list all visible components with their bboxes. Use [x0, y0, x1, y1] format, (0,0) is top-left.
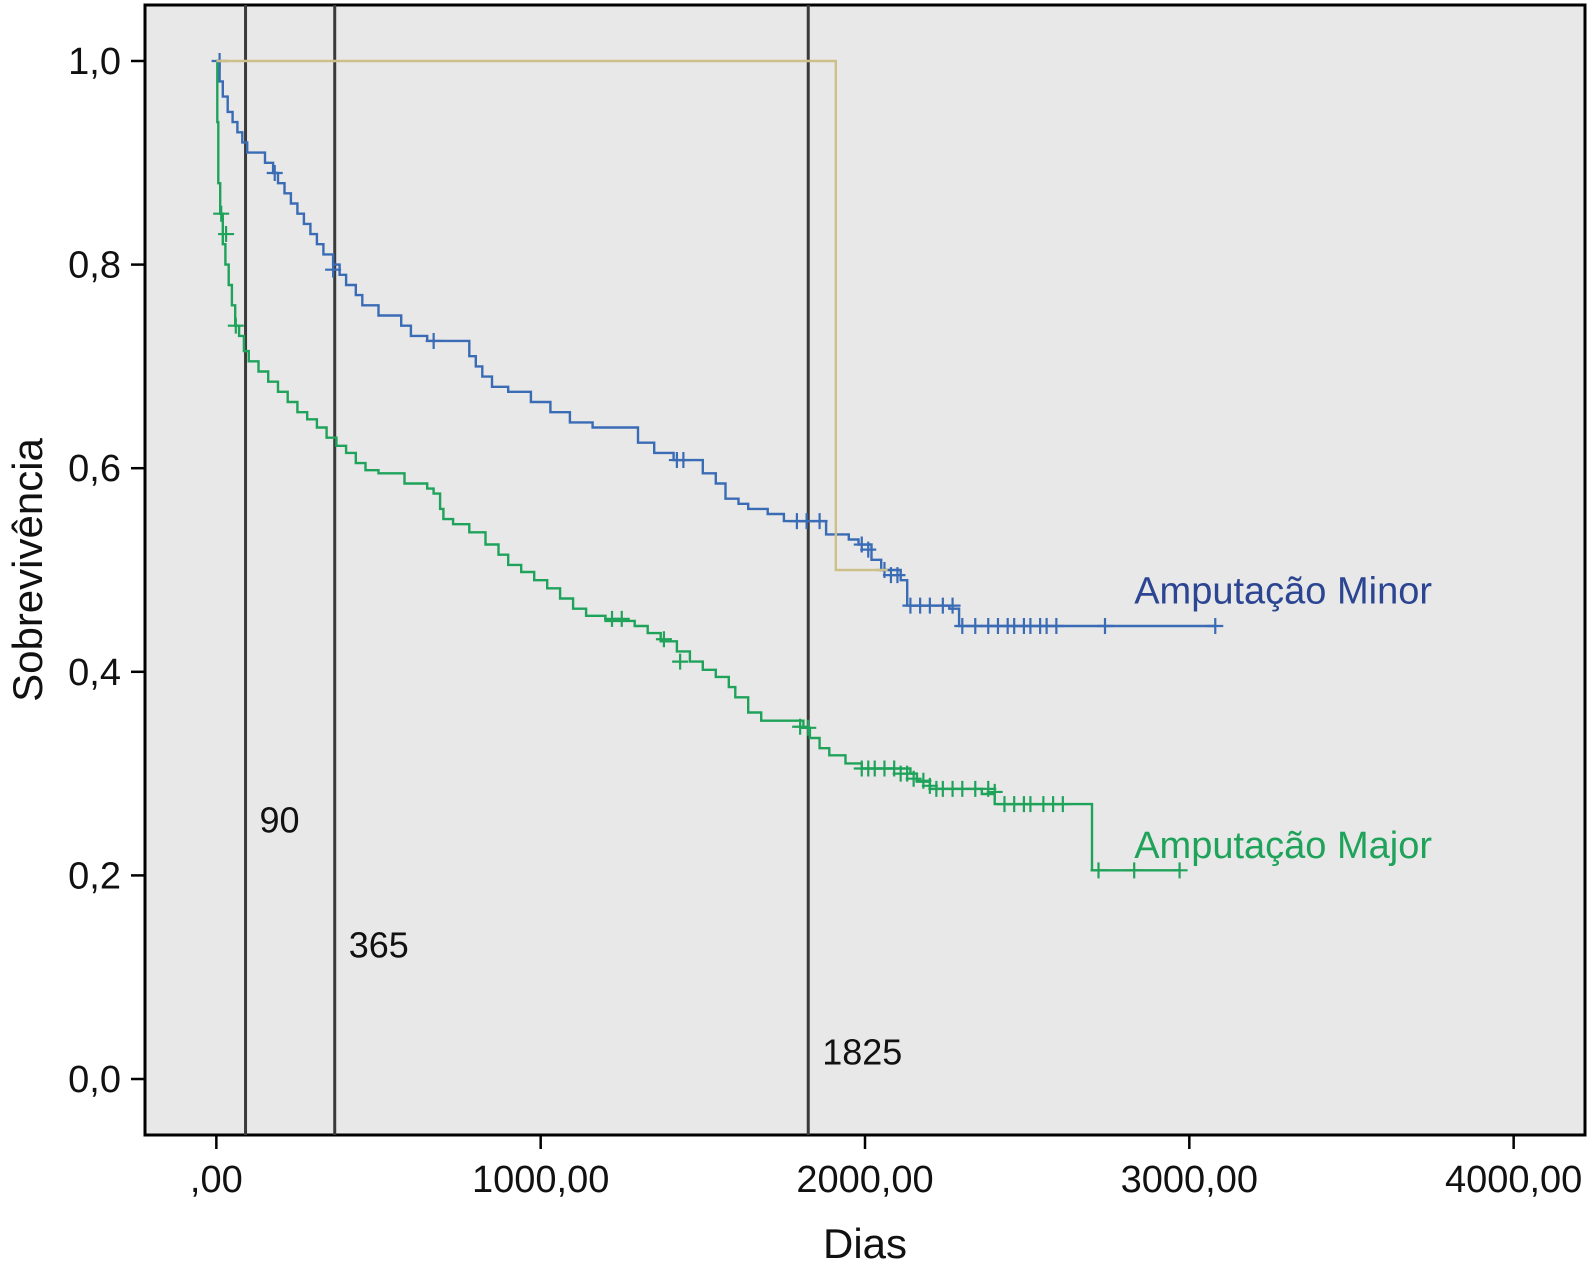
- axes-layer: 0,0 0,2 0,4 0,6 0,8 1,0 ,00 1000,00 2000,00 3000,…: [68, 41, 1582, 1201]
- y-tick-label: 0,8: [68, 245, 121, 287]
- y-tick-label: 0,4: [68, 652, 121, 694]
- censor-mark: [860, 541, 877, 558]
- reference-lines: 90 365 1825: [244, 5, 902, 1135]
- y-axis-title: Sobrevivência: [4, 437, 51, 701]
- series-label: Amputação Minor: [1134, 570, 1432, 612]
- series-label: Amputação Major: [1134, 825, 1432, 867]
- censor-mark: [672, 653, 689, 670]
- censor-mark: [811, 513, 828, 530]
- censor-mark: [800, 719, 817, 736]
- censor-mark: [1171, 862, 1188, 879]
- censor-mark: [889, 567, 906, 584]
- censor-mark: [213, 205, 230, 222]
- reference-line-label: 365: [349, 925, 409, 966]
- censor-mark: [325, 261, 342, 278]
- censor-mark: [1090, 862, 1107, 879]
- series-layer: Amputação Minor Amputação Major: [211, 52, 1432, 879]
- censor-mark: [986, 783, 1003, 800]
- censor-mark: [905, 770, 922, 787]
- censor-mark: [944, 597, 961, 614]
- y-tick-label: 0,6: [68, 448, 121, 490]
- x-tick-label: ,00: [190, 1159, 243, 1201]
- x-tick-label: 1000,00: [472, 1159, 609, 1201]
- x-tick-label: 2000,00: [796, 1159, 933, 1201]
- reference-line-label: 1825: [822, 1032, 902, 1073]
- series-line-1: [216, 59, 1180, 872]
- x-tick-label: 4000,00: [1445, 1159, 1582, 1201]
- x-tick-label: 3000,00: [1121, 1159, 1258, 1201]
- reference-line-label: 90: [260, 799, 300, 840]
- censor-mark: [227, 317, 244, 334]
- censor-mark: [1048, 617, 1065, 634]
- censor-mark: [218, 226, 235, 243]
- y-tick-label: 0,2: [68, 855, 121, 897]
- censor-mark: [1054, 796, 1071, 813]
- censor-mark: [921, 777, 938, 794]
- censor-mark: [1097, 617, 1113, 634]
- censor-mark: [980, 780, 997, 797]
- censor-mark: [613, 610, 630, 627]
- y-tick-label: 0,0: [68, 1059, 121, 1101]
- censor-mark: [266, 164, 283, 181]
- censor-mark: [1207, 617, 1224, 634]
- censor-mark: [1126, 862, 1143, 879]
- x-axis-title: Dias: [823, 1220, 907, 1267]
- series-line-2: [216, 59, 888, 572]
- censor-mark: [675, 452, 692, 469]
- y-tick-label: 1,0: [68, 41, 121, 83]
- censor-mark: [655, 631, 672, 648]
- censor-mark: [425, 332, 442, 349]
